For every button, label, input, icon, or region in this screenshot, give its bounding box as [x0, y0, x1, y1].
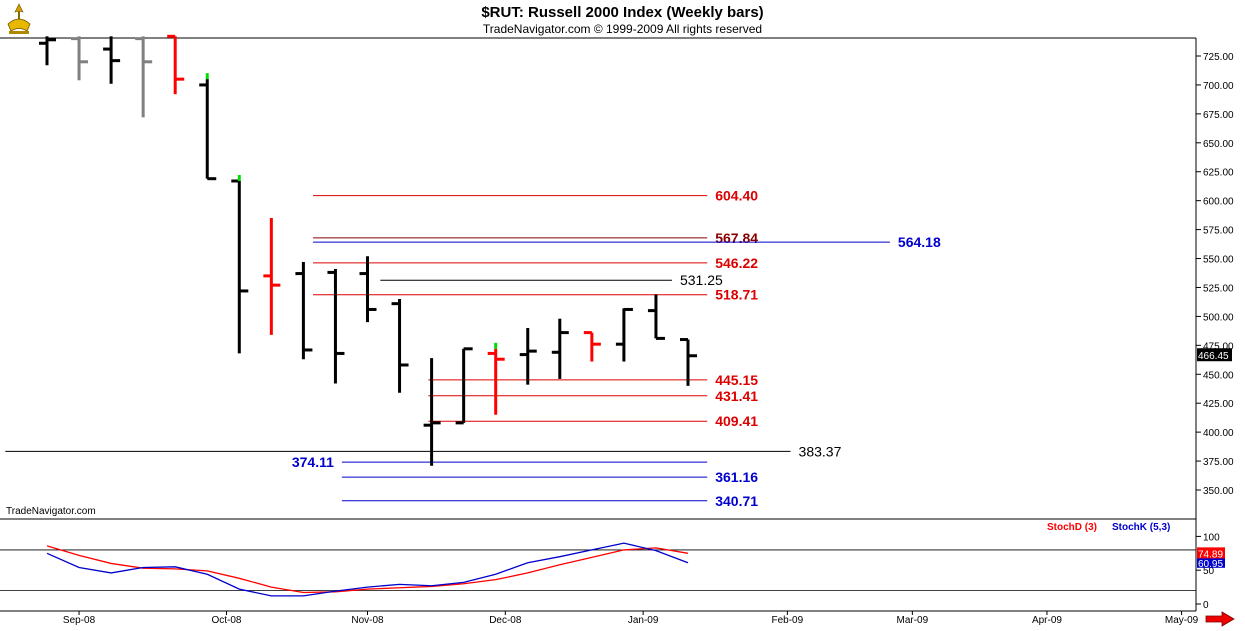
level-label: 546.22 [715, 255, 758, 271]
price-bars [39, 34, 697, 466]
stoch-tick-label: 50 [1203, 566, 1215, 577]
level-label: 431.41 [715, 388, 758, 404]
month-label: Dec-08 [489, 615, 522, 626]
stoch-k-last-box [1197, 556, 1225, 568]
level-label: 564.18 [898, 234, 941, 250]
stoch-k-last-label: 60.95 [1198, 559, 1223, 570]
level-label: 383.37 [799, 443, 842, 459]
stoch-legend-k: StochK (5,3) [1112, 522, 1170, 533]
price-tick-label: 450.00 [1203, 370, 1234, 381]
price-tick-label: 500.00 [1203, 312, 1234, 323]
price-tick-label: 600.00 [1203, 197, 1234, 208]
watermark-text: TradeNavigator.com [6, 506, 96, 517]
stoch-d-last-label: 74.89 [1198, 549, 1223, 560]
price-tick-label: 575.00 [1203, 226, 1234, 237]
price-tick-label: 400.00 [1203, 428, 1234, 439]
price-axis: 725.00 700.00 675.00 650.00 625.00 600.00 575.… [1196, 52, 1234, 497]
last-price-box [1197, 348, 1232, 362]
trade-navigator-logo-icon[interactable] [2, 2, 36, 36]
stoch-tick-label: 0 [1203, 600, 1209, 611]
month-label: Oct-08 [211, 615, 241, 626]
month-label: May-09 [1165, 615, 1199, 626]
month-label: Feb-09 [772, 615, 804, 626]
price-tick-label: 725.00 [1203, 52, 1234, 63]
price-tick-label: 700.00 [1203, 81, 1234, 92]
month-label: Mar-09 [897, 615, 929, 626]
chart-subtitle: TradeNavigator.com © 1999-2009 All right… [482, 22, 763, 36]
stoch-series-line [46, 542, 689, 597]
month-label: Jan-09 [628, 615, 659, 626]
level-label: 340.71 [715, 493, 758, 509]
price-tick-label: 475.00 [1203, 341, 1234, 352]
level-label: 445.15 [715, 372, 758, 388]
price-tick-label: 675.00 [1203, 110, 1234, 121]
month-label: Apr-09 [1032, 615, 1062, 626]
month-label: Sep-08 [63, 615, 96, 626]
chart-title: $RUT: Russell 2000 Index (Weekly bars) [481, 4, 764, 21]
stoch-series-line [46, 545, 689, 594]
price-tick-label: 425.00 [1203, 399, 1234, 410]
level-label: 567.84 [715, 230, 758, 246]
price-tick-label: 550.00 [1203, 255, 1234, 266]
level-label: 374.11 [292, 454, 334, 470]
price-tick-label: 525.00 [1203, 283, 1234, 294]
month-label: Nov-08 [351, 615, 384, 626]
price-tick-label: 625.00 [1203, 168, 1234, 179]
level-label: 409.41 [715, 413, 758, 429]
level-label: 531.25 [680, 272, 723, 288]
level-label: 518.71 [715, 287, 758, 303]
time-axis: Sep-08 Oct-08 Nov-08 Dec-08 Jan-09 Feb-09 Mar-… [63, 611, 1199, 626]
red-right-arrow-icon[interactable] [1205, 611, 1235, 627]
last-price-label: 466.45 [1198, 351, 1229, 362]
level-label: 604.40 [715, 188, 758, 204]
stoch-d-last-box [1197, 547, 1225, 559]
chart-frame [0, 37, 1197, 612]
stoch-legend-d: StochD (3) [1047, 522, 1097, 533]
price-tick-label: 375.00 [1203, 457, 1234, 468]
level-label: 361.16 [715, 469, 758, 485]
price-tick-label: 350.00 [1203, 486, 1234, 497]
stoch-tick-label: 100 [1203, 532, 1220, 543]
price-tick-label: 650.00 [1203, 139, 1234, 150]
